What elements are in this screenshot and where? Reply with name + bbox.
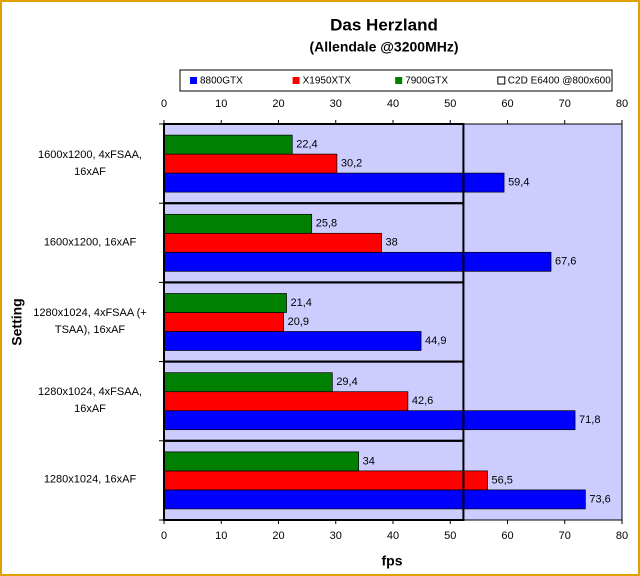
value-label: 42,6 xyxy=(412,395,433,407)
value-label: 30,2 xyxy=(341,158,362,170)
x-tick-label-top: 70 xyxy=(559,98,571,110)
value-label: 38 xyxy=(386,237,398,249)
x-tick-label: 60 xyxy=(501,530,513,542)
value-label: 25,8 xyxy=(316,218,337,230)
value-label: 29,4 xyxy=(336,376,357,388)
plot-border xyxy=(163,123,623,521)
y-axis-label: Setting xyxy=(9,298,25,345)
legend-marker xyxy=(497,76,506,85)
bar xyxy=(163,372,333,393)
bar xyxy=(163,312,285,332)
bar xyxy=(163,172,505,193)
chart-subtitle: (Allendale @3200MHz) xyxy=(309,39,458,55)
value-label: 59,4 xyxy=(508,177,529,189)
bar xyxy=(163,153,338,174)
value-label: 22,4 xyxy=(296,139,317,151)
bar xyxy=(163,391,409,412)
value-label: 73,6 xyxy=(589,493,610,505)
x-tick-label: 40 xyxy=(387,530,399,542)
value-label: 71,8 xyxy=(579,414,600,426)
value-label: 67,6 xyxy=(555,256,576,268)
x-tick-label-top: 40 xyxy=(387,98,399,110)
x-tick-label: 50 xyxy=(444,530,456,542)
y-tick-label: 1280x1024, 16xAF xyxy=(43,473,137,486)
legend-marker xyxy=(292,77,300,84)
x-axis-label: fps xyxy=(382,553,403,569)
x-tick-label: 20 xyxy=(272,530,284,542)
bar xyxy=(163,232,382,253)
bar xyxy=(163,293,287,313)
value-label: 21,4 xyxy=(291,297,312,309)
bar xyxy=(163,251,552,272)
x-tick-label-top: 60 xyxy=(501,98,513,110)
legend-label: 7900GTX xyxy=(405,76,448,87)
y-tick-label: 1600x1200, 4xFSAA, 16xAF xyxy=(38,148,142,178)
legend-marker xyxy=(395,77,403,84)
bar xyxy=(163,410,576,431)
legend-marker xyxy=(190,77,197,84)
value-label: 20,9 xyxy=(288,316,309,328)
x-tick-label-top: 30 xyxy=(330,98,342,110)
value-label: 34 xyxy=(363,455,375,467)
x-tick-label-top: 50 xyxy=(444,98,456,110)
bar xyxy=(163,451,359,472)
bar xyxy=(163,470,488,491)
bar xyxy=(163,489,586,510)
y-tick-label: 1280x1024, 4xFSAA, 16xAF xyxy=(38,386,142,416)
x-tick-label-top: 80 xyxy=(616,98,628,110)
legend-label: 8800GTX xyxy=(200,76,243,87)
x-tick-label: 0 xyxy=(161,530,167,542)
legend-label: C2D E6400 @800x600 xyxy=(508,76,611,87)
y-tick-label: 1600x1200, 16xAF xyxy=(43,236,137,249)
x-tick-label: 70 xyxy=(559,530,571,542)
x-tick-label: 80 xyxy=(616,530,628,542)
chart-title: Das Herzland xyxy=(330,15,438,34)
y-tick-label: 1280x1024, 4xFSAA (+ TSAA), 16xAF xyxy=(33,307,147,336)
value-label: 56,5 xyxy=(491,474,512,486)
x-tick-label-top: 20 xyxy=(272,98,284,110)
bar xyxy=(163,134,293,155)
x-tick-label-top: 0 xyxy=(161,98,167,110)
x-tick-label: 10 xyxy=(215,530,227,542)
bar xyxy=(163,331,422,351)
legend-label: X1950XTX xyxy=(303,76,352,87)
bar xyxy=(163,213,313,234)
x-tick-label-top: 10 xyxy=(215,98,227,110)
value-label: 44,9 xyxy=(425,335,446,347)
x-tick-label: 30 xyxy=(330,530,342,542)
